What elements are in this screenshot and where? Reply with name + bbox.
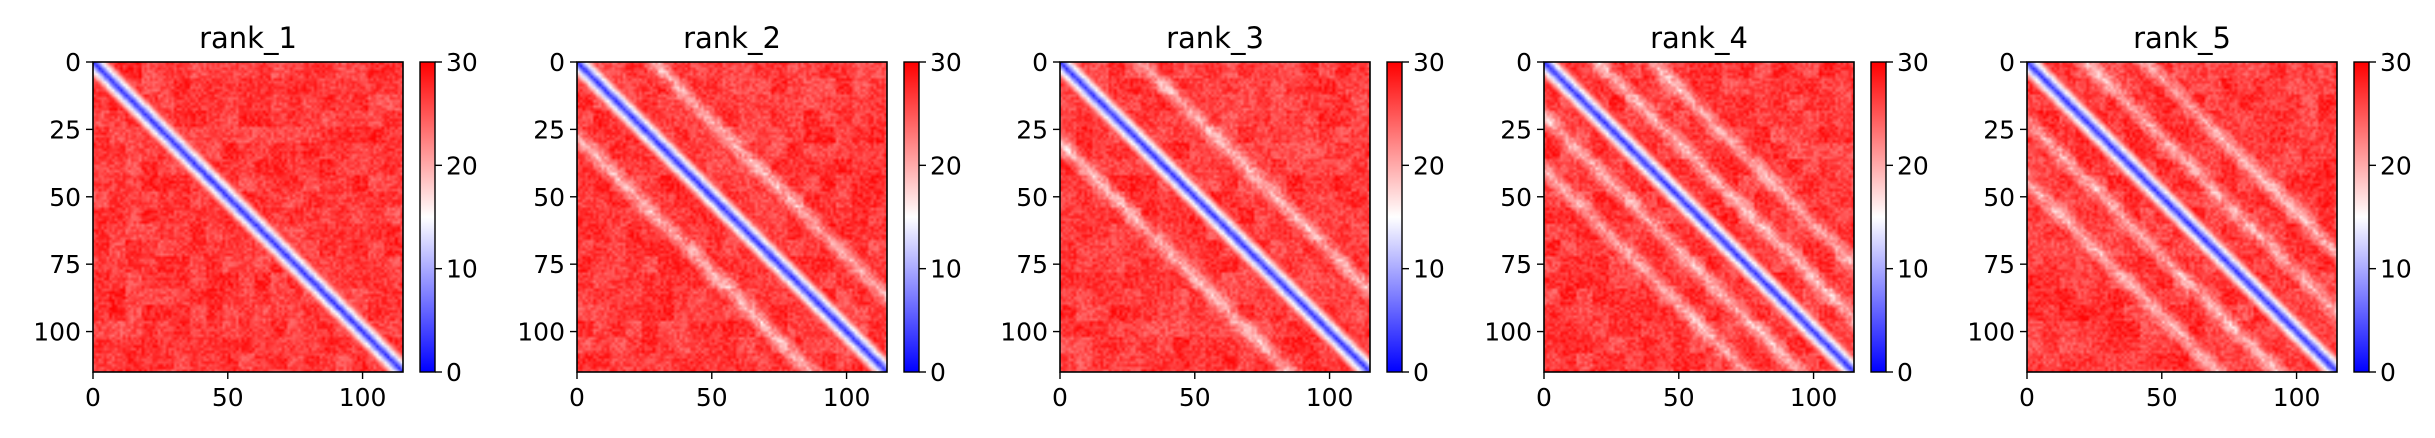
x-tick-label: 100: [1306, 383, 1354, 412]
colorbar: [420, 62, 435, 372]
heatmap-image: [577, 62, 887, 372]
heatmap-image: [2027, 62, 2337, 372]
heatmap-image: [1544, 62, 1854, 372]
plot-frame: [1059, 61, 1371, 373]
heatmap-panel-rank_4: rank_4 0 50 100 0 25 50 75 100 0 10 20 30: [1484, 21, 1929, 412]
y-tick-label: 0: [549, 48, 565, 77]
y-tick-label: 75: [49, 250, 81, 279]
y-tick-label: 50: [533, 183, 565, 212]
x-tick-label: 100: [823, 383, 871, 412]
colorbar-tick-label: 0: [930, 358, 946, 387]
plot-frame: [2026, 61, 2338, 373]
y-tick-label: 75: [1016, 250, 1048, 279]
colorbar: [2354, 62, 2369, 372]
y-tick-label: 25: [1983, 115, 2015, 144]
y-tick-label: 50: [1500, 183, 1532, 212]
colorbar-tick-label: 0: [1413, 358, 1429, 387]
colorbar-frame: [1386, 61, 1403, 373]
x-tick-label: 0: [1536, 383, 1552, 412]
colorbar-tick-label: 30: [930, 48, 962, 77]
y-tick-label: 100: [1967, 318, 2015, 347]
colorbar-tick-label: 0: [1897, 358, 1913, 387]
y-tick-label: 75: [1500, 250, 1532, 279]
y-tick-label: 50: [1983, 183, 2015, 212]
heatmap-image: [1060, 62, 1370, 372]
heatmap-panel-rank_5: rank_5 0 50 100 0 25 50 75 100 0 10 20 30: [1967, 21, 2412, 412]
colorbar-tick-label: 30: [1897, 48, 1929, 77]
heatmap-panel-rank_3: rank_3 0 50 100 0 25 50 75 100 0 10 20 30: [1000, 21, 1445, 412]
panel-title: rank_4: [1650, 21, 1748, 55]
colorbar-tick-label: 30: [2380, 48, 2412, 77]
colorbar-tick-label: 0: [2380, 358, 2396, 387]
colorbar-frame: [419, 61, 436, 373]
y-tick-label: 25: [49, 115, 81, 144]
x-tick-label: 0: [85, 383, 101, 412]
x-tick-label: 50: [1179, 383, 1211, 412]
colorbar-tick-label: 10: [1413, 255, 1445, 284]
x-tick-label: 100: [339, 383, 387, 412]
x-tick-label: 100: [2273, 383, 2321, 412]
colorbar-tick-label: 20: [1413, 151, 1445, 180]
x-tick-label: 0: [569, 383, 585, 412]
colorbar-frame: [2353, 61, 2370, 373]
x-tick-label: 50: [696, 383, 728, 412]
colorbar-tick-label: 20: [446, 151, 478, 180]
heatmap-image: [93, 62, 403, 372]
plot-frame: [576, 61, 888, 373]
y-tick-label: 25: [1500, 115, 1532, 144]
x-tick-label: 0: [1052, 383, 1068, 412]
colorbar-tick-label: 20: [930, 151, 962, 180]
colorbar: [1387, 62, 1402, 372]
plot-frame: [92, 61, 404, 373]
colorbar-tick-label: 10: [930, 255, 962, 284]
y-tick-label: 100: [1484, 318, 1532, 347]
y-tick-label: 0: [1032, 48, 1048, 77]
x-tick-label: 50: [1663, 383, 1695, 412]
y-tick-label: 100: [33, 318, 81, 347]
colorbar-tick-label: 10: [1897, 255, 1929, 284]
y-tick-label: 75: [533, 250, 565, 279]
plot-frame: [1543, 61, 1855, 373]
y-tick-label: 75: [1983, 250, 2015, 279]
panel-title: rank_3: [1166, 21, 1264, 55]
y-tick-label: 25: [1016, 115, 1048, 144]
y-tick-label: 50: [49, 183, 81, 212]
colorbar-tick-label: 10: [446, 255, 478, 284]
y-tick-label: 0: [65, 48, 81, 77]
y-tick-label: 0: [1999, 48, 2015, 77]
panel-title: rank_1: [199, 21, 297, 55]
colorbar-tick-label: 20: [1897, 151, 1929, 180]
x-tick-label: 0: [2019, 383, 2035, 412]
y-tick-label: 100: [1000, 318, 1048, 347]
colorbar-frame: [903, 61, 920, 373]
panel-title: rank_5: [2133, 21, 2231, 55]
colorbar-tick-label: 0: [446, 358, 462, 387]
heatmap-panel-rank_2: rank_2 0 50 100 0 25 50 75 100 0 10 20 30: [517, 21, 962, 412]
colorbar-tick-label: 20: [2380, 151, 2412, 180]
x-tick-label: 100: [1790, 383, 1838, 412]
y-tick-label: 25: [533, 115, 565, 144]
colorbar: [1871, 62, 1886, 372]
colorbar-frame: [1870, 61, 1887, 373]
x-tick-label: 50: [212, 383, 244, 412]
colorbar-tick-label: 30: [1413, 48, 1445, 77]
colorbar-tick-label: 30: [446, 48, 478, 77]
colorbar-tick-label: 10: [2380, 255, 2412, 284]
x-tick-label: 50: [2146, 383, 2178, 412]
y-tick-label: 100: [517, 318, 565, 347]
panel-title: rank_2: [683, 21, 781, 55]
heatmap-panel-rank_1: rank_1 0 50 100 0 25 50 75 100 0 10 20 30: [33, 21, 478, 412]
y-tick-label: 0: [1516, 48, 1532, 77]
colorbar: [904, 62, 919, 372]
y-tick-label: 50: [1016, 183, 1048, 212]
